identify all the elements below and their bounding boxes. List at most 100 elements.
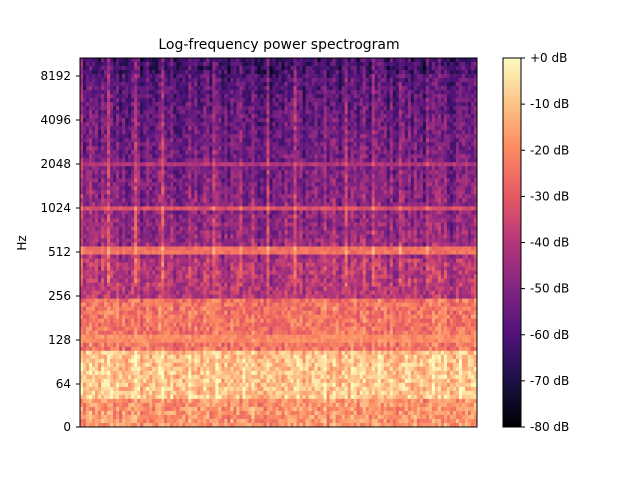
spectrogram-cell bbox=[122, 178, 126, 183]
spectrogram-cell bbox=[377, 150, 382, 155]
spectrogram-cell bbox=[470, 182, 475, 187]
spectrogram-cell bbox=[263, 78, 267, 83]
spectrogram-cell bbox=[131, 98, 135, 103]
spectrogram-cell bbox=[365, 102, 370, 107]
spectrogram-cell bbox=[443, 90, 448, 95]
spectrogram-cell bbox=[359, 158, 364, 163]
spectrogram-cell bbox=[284, 186, 288, 191]
spectrogram-cell bbox=[245, 66, 249, 71]
spectrogram-cell bbox=[188, 166, 192, 171]
spectrogram-cell bbox=[446, 102, 451, 107]
spectrogram-cell bbox=[230, 98, 234, 103]
spectrogram-cell bbox=[344, 190, 349, 195]
spectrogram-cell bbox=[290, 70, 294, 75]
spectrogram-cell bbox=[236, 182, 240, 187]
spectrogram-cell bbox=[245, 170, 249, 175]
spectrogram-cell bbox=[212, 178, 216, 183]
spectrogram-cell bbox=[149, 158, 153, 163]
spectrogram-cell bbox=[332, 154, 336, 159]
spectrogram-cell bbox=[287, 102, 291, 107]
spectrogram-cell bbox=[335, 78, 339, 83]
spectrogram-cell bbox=[155, 186, 159, 191]
spectrogram-cell bbox=[362, 138, 367, 143]
spectrogram-cell bbox=[149, 138, 153, 143]
spectrogram-cell bbox=[326, 98, 330, 103]
spectrogram-cell bbox=[203, 174, 207, 179]
spectrogram-cell bbox=[155, 194, 159, 199]
spectrogram-cell bbox=[89, 130, 93, 135]
spectrogram-cell bbox=[83, 98, 87, 103]
spectrogram-cell bbox=[425, 90, 430, 95]
spectrogram-cell bbox=[308, 86, 312, 91]
spectrogram-cell bbox=[218, 182, 222, 187]
spectrogram-cell bbox=[404, 70, 409, 75]
spectrogram-cell bbox=[215, 126, 219, 131]
spectrogram-cell bbox=[275, 70, 279, 75]
spectrogram-cell bbox=[104, 122, 108, 127]
spectrogram-cell bbox=[398, 178, 403, 183]
spectrogram-cell bbox=[296, 98, 300, 103]
spectrogram-cell bbox=[362, 90, 367, 95]
spectrogram-cell bbox=[422, 102, 427, 107]
spectrogram-cell bbox=[458, 202, 463, 207]
spectrogram-cell bbox=[416, 70, 421, 75]
spectrogram-cell bbox=[230, 182, 234, 187]
spectrogram-cell bbox=[380, 66, 385, 71]
spectrogram-cell bbox=[215, 86, 219, 91]
spectrogram-cell bbox=[281, 146, 285, 151]
spectrogram-cell bbox=[284, 130, 288, 135]
spectrogram-cell bbox=[113, 134, 117, 139]
spectrogram-cell bbox=[389, 70, 394, 75]
spectrogram-cell bbox=[320, 138, 324, 143]
spectrogram-cell bbox=[116, 66, 120, 71]
spectrogram-cell bbox=[278, 78, 282, 83]
spectrogram-cell bbox=[383, 110, 388, 115]
spectrogram-cell bbox=[215, 62, 219, 67]
spectrogram-cell bbox=[320, 206, 324, 211]
spectrogram-cell bbox=[341, 194, 346, 199]
spectrogram-cell bbox=[182, 142, 186, 147]
spectrogram-cell bbox=[149, 154, 153, 159]
spectrogram-cell bbox=[296, 146, 300, 151]
spectrogram-cell bbox=[458, 66, 463, 71]
spectrogram-cell bbox=[242, 134, 246, 139]
spectrogram-cell bbox=[248, 182, 252, 187]
spectrogram-cell bbox=[98, 138, 102, 143]
spectrogram-cell bbox=[443, 186, 448, 191]
spectrogram-cell bbox=[305, 118, 309, 123]
spectrogram-cell bbox=[383, 130, 388, 135]
spectrogram-cell bbox=[80, 110, 84, 115]
spectrogram-cell bbox=[425, 154, 430, 159]
spectrogram-cell bbox=[254, 82, 258, 87]
spectrogram-cell bbox=[341, 150, 346, 155]
spectrogram-cell bbox=[431, 170, 436, 175]
spectrogram-cell bbox=[206, 106, 210, 111]
spectrogram-cell bbox=[224, 134, 228, 139]
spectrogram-cell bbox=[86, 106, 90, 111]
spectrogram-cell bbox=[140, 170, 144, 175]
spectrogram-cell bbox=[80, 166, 84, 171]
spectrogram-cell bbox=[137, 174, 141, 179]
spectrogram-cell bbox=[368, 142, 373, 147]
spectrogram-cell bbox=[269, 170, 273, 175]
spectrogram-cell bbox=[140, 98, 144, 103]
spectrogram-cell bbox=[134, 118, 138, 123]
spectrogram-cell bbox=[305, 98, 309, 103]
spectrogram-cell bbox=[176, 118, 180, 123]
spectrogram-cell bbox=[374, 122, 379, 127]
spectrogram-cell bbox=[329, 190, 333, 195]
spectrogram-cell bbox=[284, 122, 288, 127]
spectrogram-cell bbox=[236, 62, 240, 67]
spectrogram-cell bbox=[104, 166, 108, 171]
spectrogram-cell bbox=[143, 118, 147, 123]
spectrogram-cell bbox=[461, 74, 466, 79]
spectrogram-cell bbox=[278, 166, 282, 171]
spectrogram-cell bbox=[137, 58, 141, 63]
spectrogram-cell bbox=[320, 150, 324, 155]
spectrogram-cell bbox=[146, 74, 150, 79]
spectrogram-cell bbox=[170, 202, 174, 207]
spectrogram-cell bbox=[161, 166, 165, 171]
spectrogram-cell bbox=[398, 78, 403, 83]
spectrogram-cell bbox=[338, 106, 343, 111]
spectrogram-cell bbox=[380, 146, 385, 151]
